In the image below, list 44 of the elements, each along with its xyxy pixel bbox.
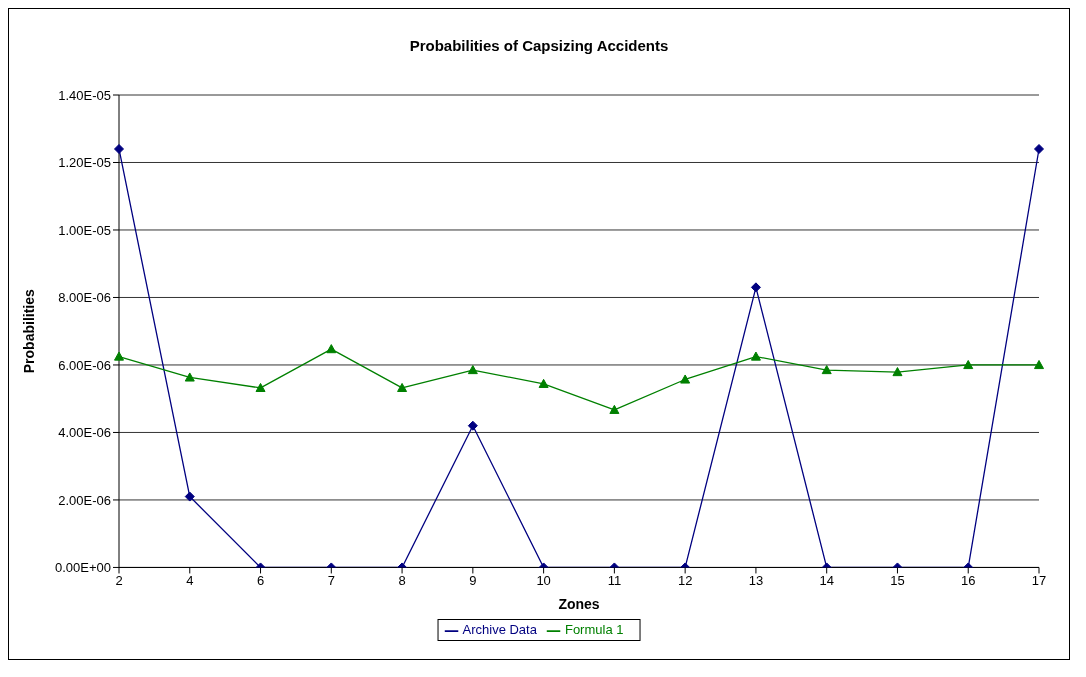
- x-tick-label: 10: [536, 572, 551, 588]
- point: [821, 365, 832, 375]
- x-tick-label: 2: [115, 572, 123, 588]
- point: [892, 367, 903, 377]
- point: [1034, 359, 1044, 370]
- y-tick-label: 8.00E-06: [58, 290, 111, 306]
- point: [114, 351, 124, 361]
- point: [750, 351, 761, 361]
- x-tick-label: 4: [186, 572, 194, 588]
- x-tick-label: 16: [961, 572, 976, 588]
- x-tick-label: 11: [607, 572, 622, 588]
- y-tick-label: 4.00E-06: [58, 425, 111, 441]
- point: [397, 382, 408, 393]
- point: [680, 374, 691, 384]
- y-tick-label: 2.00E-06: [58, 492, 111, 508]
- x-tick-label: 17: [1031, 572, 1047, 588]
- x-tick-label: 9: [469, 572, 477, 588]
- x-tick-label: 13: [748, 572, 764, 588]
- y-tick-label: 6.00E-06: [58, 357, 111, 373]
- point: [184, 372, 195, 382]
- point: [326, 344, 337, 354]
- y-tick-label: 1.00E-05: [58, 222, 111, 238]
- y-axis-title: Probabilities: [20, 289, 37, 374]
- y-tick-label: 1.40E-05: [58, 87, 111, 103]
- point: [538, 378, 549, 388]
- point: [609, 404, 620, 414]
- point: [750, 282, 761, 293]
- x-tick-label: 12: [677, 572, 693, 588]
- x-tick-label: 15: [890, 572, 905, 588]
- point: [255, 382, 266, 393]
- point: [184, 491, 195, 502]
- y-tick-label: 1.20E-05: [58, 155, 111, 171]
- y-tick-label: 0.00E+00: [54, 560, 111, 576]
- chart-title: Probabilities of Capsizing Accidents: [408, 37, 670, 54]
- legend-label: Archive Data: [462, 622, 537, 638]
- x-tick-label: 8: [398, 572, 406, 588]
- x-tick-label: 7: [327, 572, 335, 588]
- x-axis-title: Zones: [558, 596, 600, 613]
- legend-label: Formula 1: [564, 622, 624, 638]
- x-tick-label: 6: [256, 572, 265, 588]
- point: [963, 359, 974, 370]
- point: [467, 420, 478, 431]
- point: [467, 365, 478, 375]
- x-tick-label: 14: [819, 572, 834, 588]
